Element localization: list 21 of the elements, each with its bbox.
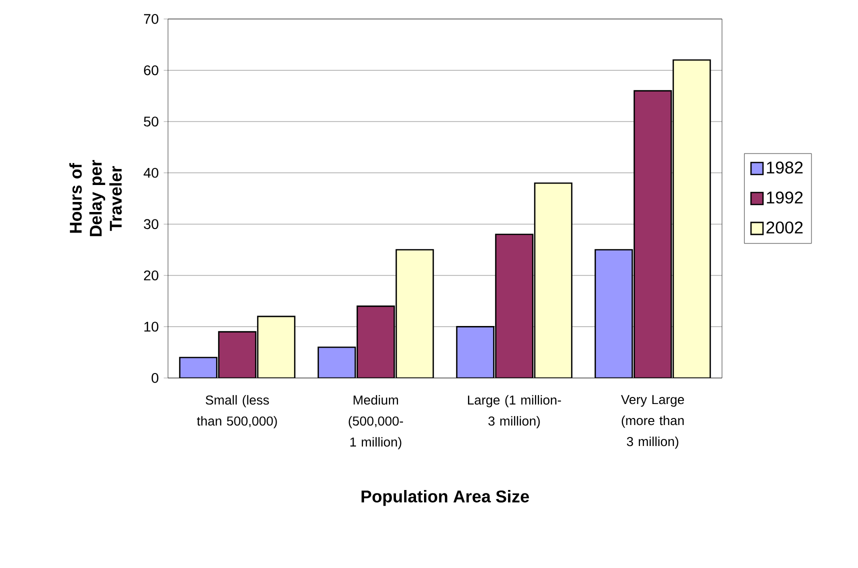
bar <box>672 59 711 378</box>
bar <box>534 182 572 378</box>
x-tick-label: Medium (500,000- 1 million) <box>348 395 403 450</box>
y-tick-label: 60 <box>144 65 158 76</box>
x-tick-label: Large (1 million- 3 million) <box>468 395 561 428</box>
y-tick-label: 30 <box>144 219 158 230</box>
legend-label: 1992 <box>766 192 803 204</box>
y-tick-label: 10 <box>144 322 158 332</box>
x-tick-label: Very Large (more than 3 million) <box>621 395 684 449</box>
y-tick-label: 50 <box>144 116 158 127</box>
y-axis-title: Hours of Delay per Traveler <box>69 160 122 236</box>
x-tick-label: Small (less than 500,000) <box>196 395 277 428</box>
legend-label: 2002 <box>766 221 803 234</box>
bar <box>396 249 434 378</box>
y-tick-label: 40 <box>144 168 158 178</box>
legend-label: 1982 <box>766 162 803 174</box>
y-tick-label: 20 <box>144 270 158 280</box>
x-axis-title: Population Area Size <box>362 490 529 506</box>
y-tick-label: 70 <box>144 14 158 24</box>
y-tick-label: 0 <box>152 373 158 383</box>
bar <box>257 316 296 378</box>
